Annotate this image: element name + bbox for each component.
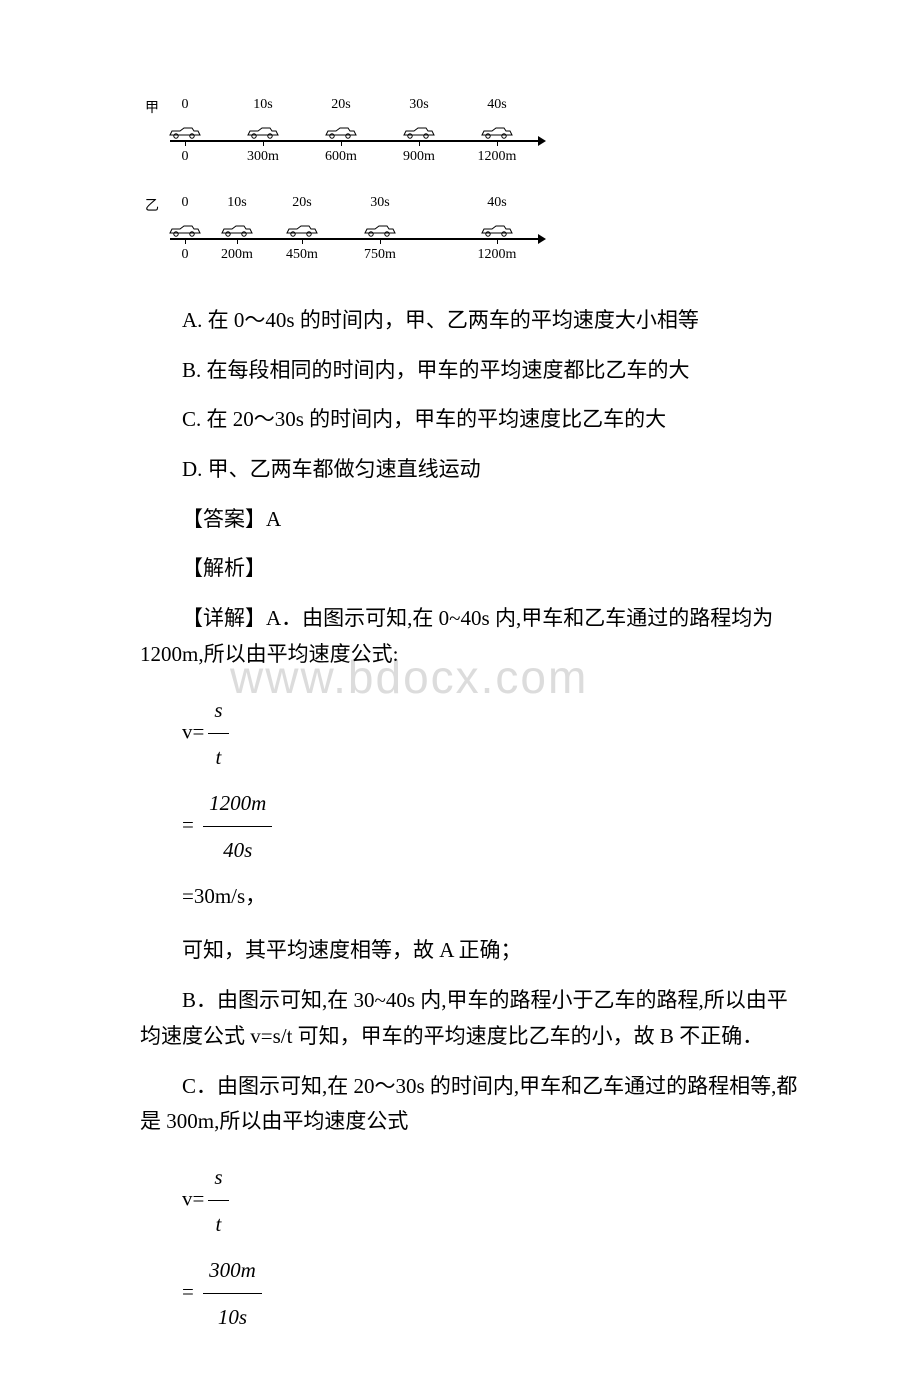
axis-tick (380, 238, 381, 244)
car-icon (402, 125, 436, 139)
axis-line (170, 140, 540, 142)
formula-lhs: v= (182, 719, 204, 743)
fraction: 300m 10s (203, 1247, 262, 1340)
time-label: 40s (487, 195, 506, 211)
axis-tick (497, 140, 498, 146)
formula-2-line1: v= s t (182, 1154, 800, 1247)
option-a: A. 在 0～40s 的时间内，甲、乙两车的平均速度大小相等 (140, 303, 800, 339)
car-icon (246, 125, 280, 139)
axis-tick (497, 238, 498, 244)
axis-tick (237, 238, 238, 244)
position-label: 600m (325, 149, 357, 165)
position-label: 750m (364, 247, 396, 263)
detail-a-conclusion: 可知，其平均速度相等，故 A 正确； (140, 933, 800, 969)
fraction: 1200m 40s (203, 780, 272, 873)
axis-arrow-icon (538, 136, 546, 146)
time-label: 30s (409, 97, 428, 113)
position-label: 1200m (478, 247, 517, 263)
answer-line: 【答案】A (140, 502, 800, 538)
diagram-jia: 甲 0 0 10s 300m 20s 600m 30s 900m 40s 1200m (140, 95, 540, 175)
axis-line (170, 238, 540, 240)
detail-c: C．由图示可知,在 20～30s 的时间内,甲车和乙车通过的路程相等,都是 30… (140, 1069, 800, 1140)
equals: = (182, 1280, 194, 1304)
car-icon (363, 223, 397, 237)
time-label: 20s (331, 97, 350, 113)
axis-tick (263, 140, 264, 146)
axis-arrow-icon (538, 234, 546, 244)
axis-tick (419, 140, 420, 146)
formula-lhs: v= (182, 1186, 204, 1210)
time-label: 40s (487, 97, 506, 113)
car-icon (220, 223, 254, 237)
frac-den: t (208, 1201, 228, 1247)
diagrams-container: 甲 0 0 10s 300m 20s 600m 30s 900m 40s 1200m 乙 0 0 10… (140, 95, 800, 273)
formula-1-line3: =30m/s， (182, 873, 800, 919)
car-icon (480, 125, 514, 139)
option-d: D. 甲、乙两车都做匀速直线运动 (140, 452, 800, 488)
frac-den: t (208, 734, 228, 780)
formula-2: v= s t = 300m 10s (182, 1154, 800, 1341)
axis-tick (185, 238, 186, 244)
car-icon (168, 125, 202, 139)
analysis-label: 【解析】 (140, 551, 800, 587)
fraction: s t (208, 1154, 228, 1247)
diagram-yi-label: 乙 (145, 195, 159, 215)
axis-tick (302, 238, 303, 244)
time-label: 20s (292, 195, 311, 211)
frac-num: s (208, 687, 228, 734)
formula-1-line2: = 1200m 40s (182, 780, 800, 873)
formula-1: v= s t = 1200m 40s =30m/s， (182, 687, 800, 920)
time-label: 0 (182, 97, 189, 113)
detail-b: B．由图示可知,在 30~40s 内,甲车的路程小于乙车的路程,所以由平均速度公… (140, 983, 800, 1054)
option-b: B. 在每段相同的时间内，甲车的平均速度都比乙车的大 (140, 353, 800, 389)
option-c: C. 在 20～30s 的时间内，甲车的平均速度比乙车的大 (140, 402, 800, 438)
formula-2-line2: = 300m 10s (182, 1247, 800, 1340)
position-label: 300m (247, 149, 279, 165)
frac-num: 300m (203, 1247, 262, 1294)
car-icon (285, 223, 319, 237)
position-label: 0 (182, 247, 189, 263)
diagram-yi: 乙 0 0 10s 200m 20s 450m 30s 750m 40s 1200m (140, 193, 540, 273)
frac-den: 40s (203, 827, 272, 873)
position-label: 450m (286, 247, 318, 263)
axis-tick (185, 140, 186, 146)
diagram-jia-label: 甲 (145, 97, 159, 117)
frac-num: s (208, 1154, 228, 1201)
equals: = (182, 812, 194, 836)
frac-num: 1200m (203, 780, 272, 827)
time-label: 10s (253, 97, 272, 113)
car-icon (168, 223, 202, 237)
car-icon (324, 125, 358, 139)
axis-tick (341, 140, 342, 146)
time-label: 0 (182, 195, 189, 211)
position-label: 1200m (478, 149, 517, 165)
formula-1-line1: v= s t (182, 687, 800, 780)
position-label: 0 (182, 149, 189, 165)
car-icon (480, 223, 514, 237)
frac-den: 10s (203, 1294, 262, 1340)
position-label: 200m (221, 247, 253, 263)
fraction: s t (208, 687, 228, 780)
time-label: 30s (370, 195, 389, 211)
detail-a-intro: 【详解】A．由图示可知,在 0~40s 内,甲车和乙车通过的路程均为 1200m… (140, 601, 800, 672)
time-label: 10s (227, 195, 246, 211)
position-label: 900m (403, 149, 435, 165)
